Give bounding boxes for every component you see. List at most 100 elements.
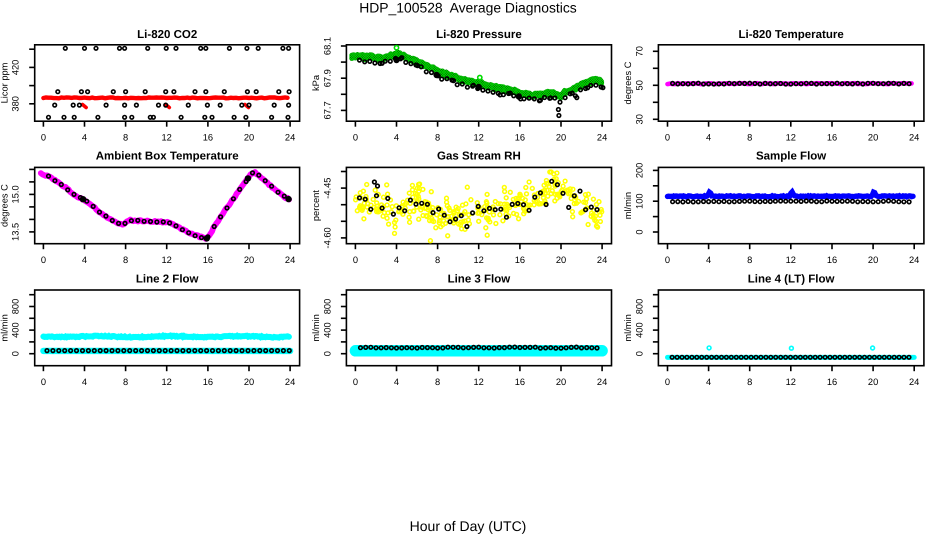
svg-text:24: 24 xyxy=(285,377,295,387)
svg-text:24: 24 xyxy=(909,133,919,143)
svg-text:24: 24 xyxy=(285,133,295,143)
svg-text:16: 16 xyxy=(203,133,213,143)
svg-text:50: 50 xyxy=(634,80,644,90)
svg-text:4: 4 xyxy=(82,377,87,387)
svg-text:0: 0 xyxy=(665,377,670,387)
svg-text:Li-820 Temperature: Li-820 Temperature xyxy=(738,29,843,41)
svg-text:16: 16 xyxy=(203,255,213,265)
svg-text:Hour of Day (UTC): Hour of Day (UTC) xyxy=(410,518,527,534)
svg-text:16: 16 xyxy=(203,377,213,387)
svg-text:0: 0 xyxy=(353,377,358,387)
svg-text:4: 4 xyxy=(82,133,87,143)
svg-text:4: 4 xyxy=(706,255,711,265)
svg-text:20: 20 xyxy=(556,133,566,143)
svg-text:12: 12 xyxy=(162,255,172,265)
svg-text:16: 16 xyxy=(827,377,837,387)
svg-text:12: 12 xyxy=(786,255,796,265)
svg-text:0: 0 xyxy=(41,255,46,265)
svg-text:24: 24 xyxy=(597,255,607,265)
svg-text:0: 0 xyxy=(41,133,46,143)
svg-text:12: 12 xyxy=(474,133,484,143)
svg-text:0: 0 xyxy=(634,229,644,234)
svg-text:20: 20 xyxy=(244,133,254,143)
svg-text:0: 0 xyxy=(353,133,358,143)
svg-text:16: 16 xyxy=(515,377,525,387)
svg-text:degrees C: degrees C xyxy=(0,184,10,227)
svg-text:70: 70 xyxy=(634,46,644,56)
svg-text:-4.45: -4.45 xyxy=(322,177,332,198)
svg-text:12: 12 xyxy=(786,133,796,143)
svg-text:24: 24 xyxy=(909,377,919,387)
svg-text:Sample Flow: Sample Flow xyxy=(756,151,826,163)
svg-text:ml/min: ml/min xyxy=(623,314,633,341)
svg-text:200: 200 xyxy=(634,163,644,179)
svg-text:20: 20 xyxy=(244,255,254,265)
svg-text:15.0: 15.0 xyxy=(11,185,21,203)
svg-text:16: 16 xyxy=(827,255,837,265)
svg-text:16: 16 xyxy=(515,133,525,143)
svg-text:8: 8 xyxy=(123,377,128,387)
svg-text:ml/min: ml/min xyxy=(623,192,633,219)
svg-text:24: 24 xyxy=(597,133,607,143)
svg-text:13.5: 13.5 xyxy=(11,223,21,241)
svg-text:12: 12 xyxy=(162,377,172,387)
svg-text:20: 20 xyxy=(556,377,566,387)
svg-text:67.9: 67.9 xyxy=(322,69,332,87)
svg-text:24: 24 xyxy=(597,377,607,387)
svg-text:67.7: 67.7 xyxy=(322,101,332,119)
svg-text:percent: percent xyxy=(311,190,321,221)
svg-text:8: 8 xyxy=(747,255,752,265)
svg-text:8: 8 xyxy=(123,255,128,265)
svg-text:380: 380 xyxy=(11,96,21,112)
svg-text:Li-820 Pressure: Li-820 Pressure xyxy=(436,29,522,41)
svg-text:16: 16 xyxy=(515,255,525,265)
svg-text:8: 8 xyxy=(435,255,440,265)
svg-text:8: 8 xyxy=(435,133,440,143)
svg-text:Li-820 CO2: Li-820 CO2 xyxy=(137,29,197,41)
svg-text:Line 3 Flow: Line 3 Flow xyxy=(448,274,511,286)
svg-text:ml/min: ml/min xyxy=(311,314,321,341)
svg-text:0: 0 xyxy=(41,377,46,387)
svg-text:12: 12 xyxy=(474,377,484,387)
svg-text:kPa: kPa xyxy=(311,74,321,91)
svg-text:800: 800 xyxy=(11,299,21,315)
svg-text:8: 8 xyxy=(747,377,752,387)
svg-text:Gas Stream RH: Gas Stream RH xyxy=(437,151,521,163)
svg-text:30: 30 xyxy=(634,114,644,124)
svg-text:12: 12 xyxy=(474,255,484,265)
svg-text:420: 420 xyxy=(11,60,21,76)
svg-text:20: 20 xyxy=(556,255,566,265)
svg-text:0: 0 xyxy=(322,351,332,356)
svg-text:degrees C: degrees C xyxy=(623,61,633,104)
svg-text:4: 4 xyxy=(394,377,399,387)
svg-text:400: 400 xyxy=(322,322,332,338)
svg-text:4: 4 xyxy=(394,255,399,265)
svg-text:HDP_100528 Average Diagnostic: HDP_100528 Average Diagnostics xyxy=(359,0,577,16)
svg-text:20: 20 xyxy=(868,377,878,387)
svg-text:4: 4 xyxy=(394,133,399,143)
svg-text:24: 24 xyxy=(285,255,295,265)
svg-text:4: 4 xyxy=(82,255,87,265)
svg-text:20: 20 xyxy=(868,133,878,143)
svg-text:Line 2 Flow: Line 2 Flow xyxy=(136,274,199,286)
svg-text:Line 4 (LT) Flow: Line 4 (LT) Flow xyxy=(748,274,835,286)
svg-text:8: 8 xyxy=(123,133,128,143)
svg-text:400: 400 xyxy=(11,322,21,338)
svg-text:20: 20 xyxy=(868,255,878,265)
svg-text:800: 800 xyxy=(322,299,332,315)
svg-text:-4.60: -4.60 xyxy=(322,227,332,248)
svg-text:0: 0 xyxy=(11,351,21,356)
svg-text:100: 100 xyxy=(634,193,644,209)
svg-text:0: 0 xyxy=(665,133,670,143)
svg-text:400: 400 xyxy=(634,322,644,338)
svg-text:12: 12 xyxy=(162,133,172,143)
svg-text:800: 800 xyxy=(634,299,644,315)
svg-text:ml/min: ml/min xyxy=(0,314,10,341)
svg-text:0: 0 xyxy=(634,351,644,356)
svg-text:0: 0 xyxy=(665,255,670,265)
svg-text:68.1: 68.1 xyxy=(322,37,332,55)
svg-text:4: 4 xyxy=(706,133,711,143)
svg-text:Licor ppm: Licor ppm xyxy=(0,62,10,103)
svg-text:20: 20 xyxy=(244,377,254,387)
svg-text:16: 16 xyxy=(827,133,837,143)
